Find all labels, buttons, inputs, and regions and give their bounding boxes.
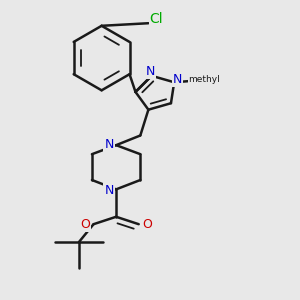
Text: N: N (145, 65, 155, 78)
Text: O: O (142, 218, 152, 231)
Text: N: N (104, 184, 114, 197)
Text: O: O (80, 218, 90, 231)
Text: methyl: methyl (188, 75, 220, 84)
Text: N: N (173, 73, 182, 85)
Text: N: N (104, 138, 114, 151)
Text: Cl: Cl (150, 12, 163, 26)
